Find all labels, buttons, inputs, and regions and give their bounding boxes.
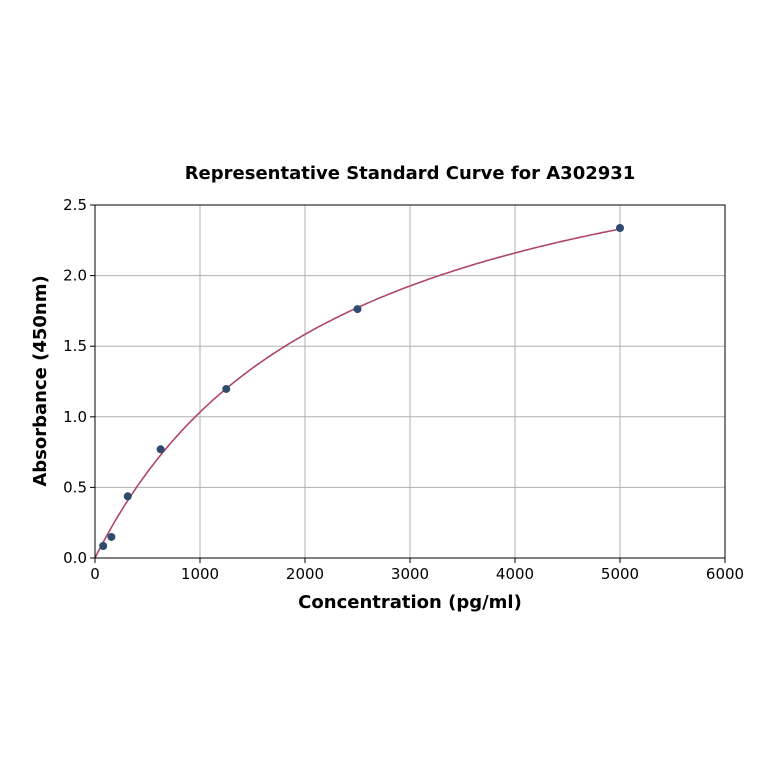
data-point	[616, 224, 624, 233]
data-point	[353, 305, 362, 314]
chart-title: Representative Standard Curve for A30293…	[185, 163, 636, 184]
plot-frame	[94, 204, 726, 559]
y-tick-label: 1.5	[63, 337, 87, 355]
x-tick-label: 1000	[181, 565, 219, 583]
x-tick-label: 0	[90, 565, 100, 583]
fitted-curve	[94, 228, 621, 559]
x-tick-label: 5000	[601, 565, 639, 583]
x-tick-label: 4000	[496, 565, 534, 583]
data-point	[99, 541, 108, 550]
y-tick-label: 2.0	[63, 267, 87, 285]
data-point	[222, 384, 231, 393]
data-point	[156, 445, 165, 454]
y-tick-label: 2.5	[63, 196, 87, 214]
y-tick-label: 0.0	[63, 549, 87, 567]
data-point	[123, 492, 132, 501]
y-tick-label: 0.5	[63, 478, 87, 496]
x-tick-label: 3000	[391, 565, 429, 583]
x-tick-label: 6000	[706, 565, 744, 583]
y-tick-label: 1.0	[63, 408, 87, 426]
y-axis-label: Absorbance (450nm)	[30, 275, 51, 486]
data-point	[107, 532, 116, 541]
x-axis-label: Concentration (pg/ml)	[298, 592, 522, 613]
x-tick-label: 2000	[286, 565, 324, 583]
